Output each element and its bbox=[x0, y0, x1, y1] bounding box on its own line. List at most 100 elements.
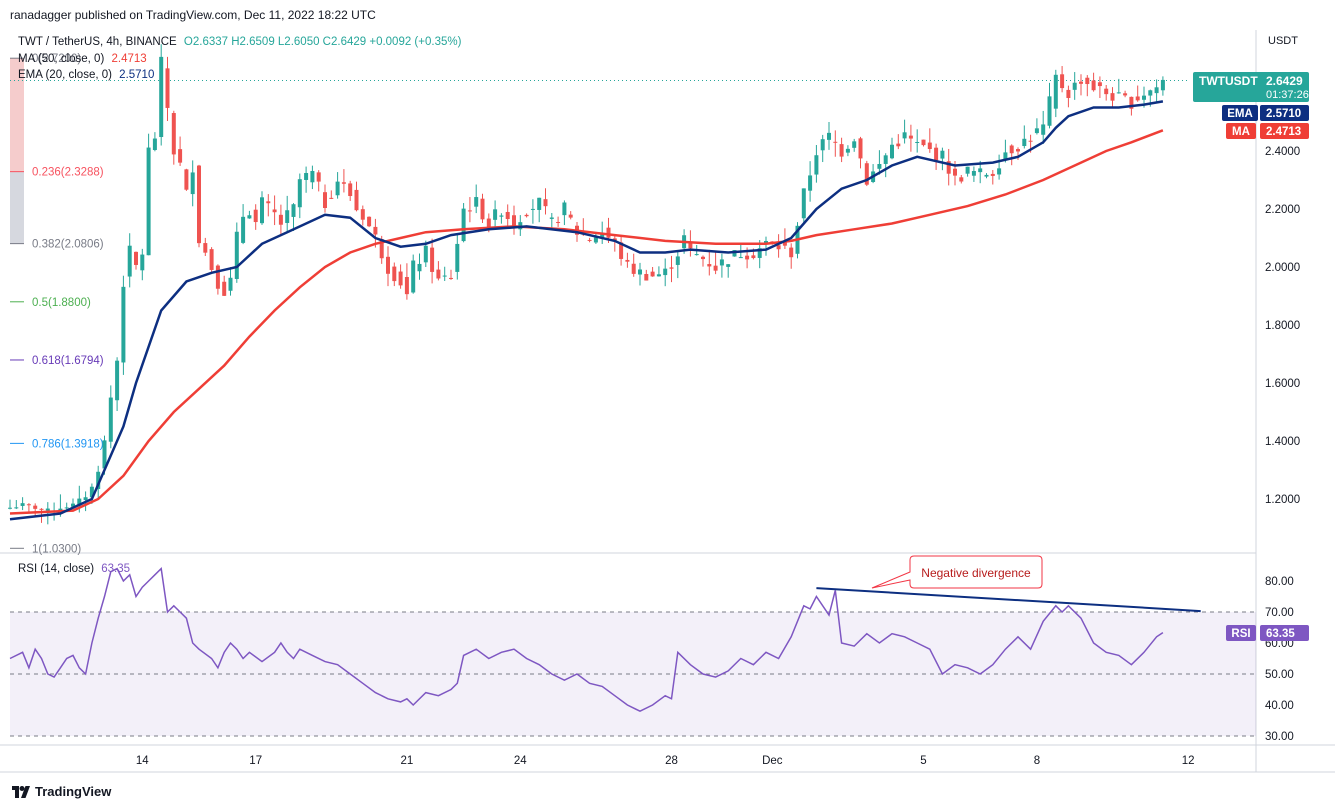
candle-body bbox=[1129, 96, 1134, 109]
price-tick-label: 1.2000 bbox=[1265, 494, 1300, 506]
candle-body bbox=[1016, 149, 1020, 152]
candle-body bbox=[1047, 96, 1052, 126]
candle-body bbox=[757, 248, 762, 258]
candle-body bbox=[619, 242, 624, 259]
ma50-line[interactable] bbox=[9, 129, 1164, 515]
candle-body bbox=[814, 155, 819, 175]
candle-body bbox=[902, 132, 907, 139]
candle-body bbox=[215, 265, 220, 289]
fib-labels: 0(2.7200) 0.236(2.3288) 0.382(2.0806) 0.5(1… bbox=[10, 53, 104, 555]
legend-ma-row[interactable]: MA (50, close, 0) 2.4713 bbox=[18, 53, 147, 65]
legend-rsi-label: RSI (14, close) bbox=[18, 563, 95, 575]
candle-body bbox=[39, 508, 44, 510]
candle-body bbox=[890, 144, 894, 159]
ma-tag-label: MA bbox=[1232, 126, 1250, 138]
candle-body bbox=[915, 141, 920, 143]
candle-body bbox=[127, 245, 132, 277]
candle-body bbox=[335, 181, 340, 196]
candle-body bbox=[266, 201, 271, 204]
candle-body bbox=[392, 266, 397, 282]
candle-body bbox=[197, 165, 201, 244]
candle-body bbox=[102, 440, 107, 469]
candle-body bbox=[272, 209, 277, 213]
candle-body bbox=[171, 113, 176, 155]
rsi-line[interactable] bbox=[9, 567, 1164, 713]
candle-body bbox=[1104, 88, 1109, 95]
legend-ohlc: O2.6337 H2.6509 L2.6050 C2.6429 +0.0092 … bbox=[183, 36, 462, 48]
candle-body bbox=[260, 197, 264, 224]
candle-body bbox=[33, 505, 38, 509]
candle-body bbox=[1160, 79, 1165, 91]
candle-body bbox=[505, 211, 510, 220]
candle-body bbox=[1148, 90, 1153, 96]
candle-body bbox=[45, 508, 50, 511]
price-tag-symbol: TWTUSDT bbox=[1199, 74, 1258, 88]
candle-body bbox=[638, 269, 642, 275]
candle-body bbox=[64, 507, 69, 509]
candle-body bbox=[20, 503, 25, 506]
candle-body bbox=[77, 498, 82, 506]
candle-body bbox=[568, 214, 573, 218]
time-tick-label: 17 bbox=[249, 755, 262, 767]
candle-body bbox=[845, 148, 850, 153]
candle-body bbox=[184, 169, 189, 190]
legend-symbol-row: TWT / TetherUS, 4h, BINANCE O2.6337 H2.6… bbox=[18, 36, 461, 48]
legend-ma-value: 2.4713 bbox=[111, 53, 147, 65]
candle-body bbox=[165, 68, 170, 108]
price-tag-value: 2.6429 bbox=[1266, 74, 1303, 88]
ma-tag: MA 2.4713 bbox=[1226, 123, 1309, 139]
candle-body bbox=[713, 265, 718, 271]
fib-level-label: 0.786(1.3918) bbox=[32, 438, 104, 450]
candle-body bbox=[304, 173, 309, 180]
candle-body bbox=[776, 245, 781, 250]
candle-body bbox=[782, 241, 787, 246]
candle-body bbox=[442, 275, 447, 277]
tradingview-logo-icon bbox=[12, 785, 30, 798]
candle-body bbox=[833, 141, 838, 143]
ema20-line[interactable] bbox=[9, 100, 1164, 521]
candle-body bbox=[1072, 82, 1077, 90]
candle-body bbox=[486, 218, 491, 228]
candle-body bbox=[839, 144, 844, 157]
candle-body bbox=[959, 177, 964, 182]
legend-symbol[interactable]: TWT / TetherUS, 4h, BINANCE bbox=[18, 36, 177, 48]
axis-currency-label: USDT bbox=[1268, 35, 1298, 47]
candle-body bbox=[108, 397, 113, 442]
candle-body bbox=[1028, 140, 1033, 142]
candle-body bbox=[946, 161, 951, 174]
candle-body bbox=[997, 168, 1002, 175]
rsi-tag: RSI 63.35 bbox=[1226, 625, 1309, 641]
candle-body bbox=[26, 504, 31, 506]
price-tick-label: 1.6000 bbox=[1265, 378, 1300, 390]
candle-body bbox=[701, 256, 705, 260]
divergence-trendline[interactable] bbox=[816, 587, 1201, 613]
candle-body bbox=[209, 249, 214, 270]
candle-body bbox=[745, 255, 750, 260]
candle-body bbox=[1110, 93, 1115, 101]
candle-body bbox=[278, 214, 283, 225]
fib-level-label: 0.618(1.6794) bbox=[32, 355, 104, 367]
time-tick-label: 5 bbox=[920, 755, 926, 767]
candle-body bbox=[543, 199, 548, 207]
candle-body bbox=[764, 240, 768, 243]
negative-divergence-callout[interactable]: Negative divergence bbox=[871, 555, 1043, 589]
candle-body bbox=[247, 215, 252, 219]
candle-body bbox=[1097, 82, 1102, 87]
candle-body bbox=[1009, 145, 1014, 154]
tradingview-brand[interactable]: TradingView bbox=[12, 784, 111, 799]
time-tick-label: 21 bbox=[401, 755, 414, 767]
candle-body bbox=[1154, 87, 1159, 94]
candle-body bbox=[354, 189, 359, 211]
candle-body bbox=[417, 263, 422, 272]
candle-body bbox=[436, 269, 441, 279]
fib-band bbox=[10, 171, 24, 244]
candle-body bbox=[89, 486, 94, 498]
axis-labels: USDT 1.2000 1.4000 1.6000 1.8000 2.0000 2.2000… bbox=[136, 35, 1300, 767]
legend-rsi-row[interactable]: RSI (14, close) 63.35 bbox=[18, 563, 130, 575]
candle-body bbox=[1135, 96, 1140, 101]
legend-ema-row[interactable]: EMA (20, close, 0) 2.5710 bbox=[18, 69, 154, 81]
candle-body bbox=[650, 271, 655, 277]
legend-ema-label: EMA (20, close, 0) bbox=[18, 69, 112, 81]
candle-body bbox=[656, 274, 661, 277]
